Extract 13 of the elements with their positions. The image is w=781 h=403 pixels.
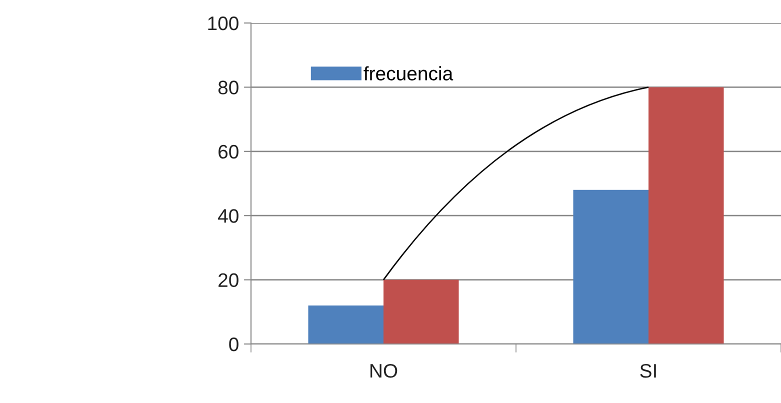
y-tick-label: 100: [208, 16, 238, 30]
y-tick-label: 80: [218, 80, 238, 94]
bar: [308, 305, 384, 344]
y-tick-label: 40: [218, 209, 238, 223]
y-tick-label: 60: [218, 144, 238, 159]
x-tick-label: NO: [370, 364, 398, 378]
y-tick-label: 0: [229, 337, 238, 352]
y-tick-label: 20: [218, 273, 238, 288]
legend-label: frecuencia: [364, 66, 454, 80]
x-tick-label: SI: [640, 364, 656, 378]
bar: [648, 87, 724, 344]
bar: [384, 280, 459, 344]
bar: [573, 190, 648, 344]
